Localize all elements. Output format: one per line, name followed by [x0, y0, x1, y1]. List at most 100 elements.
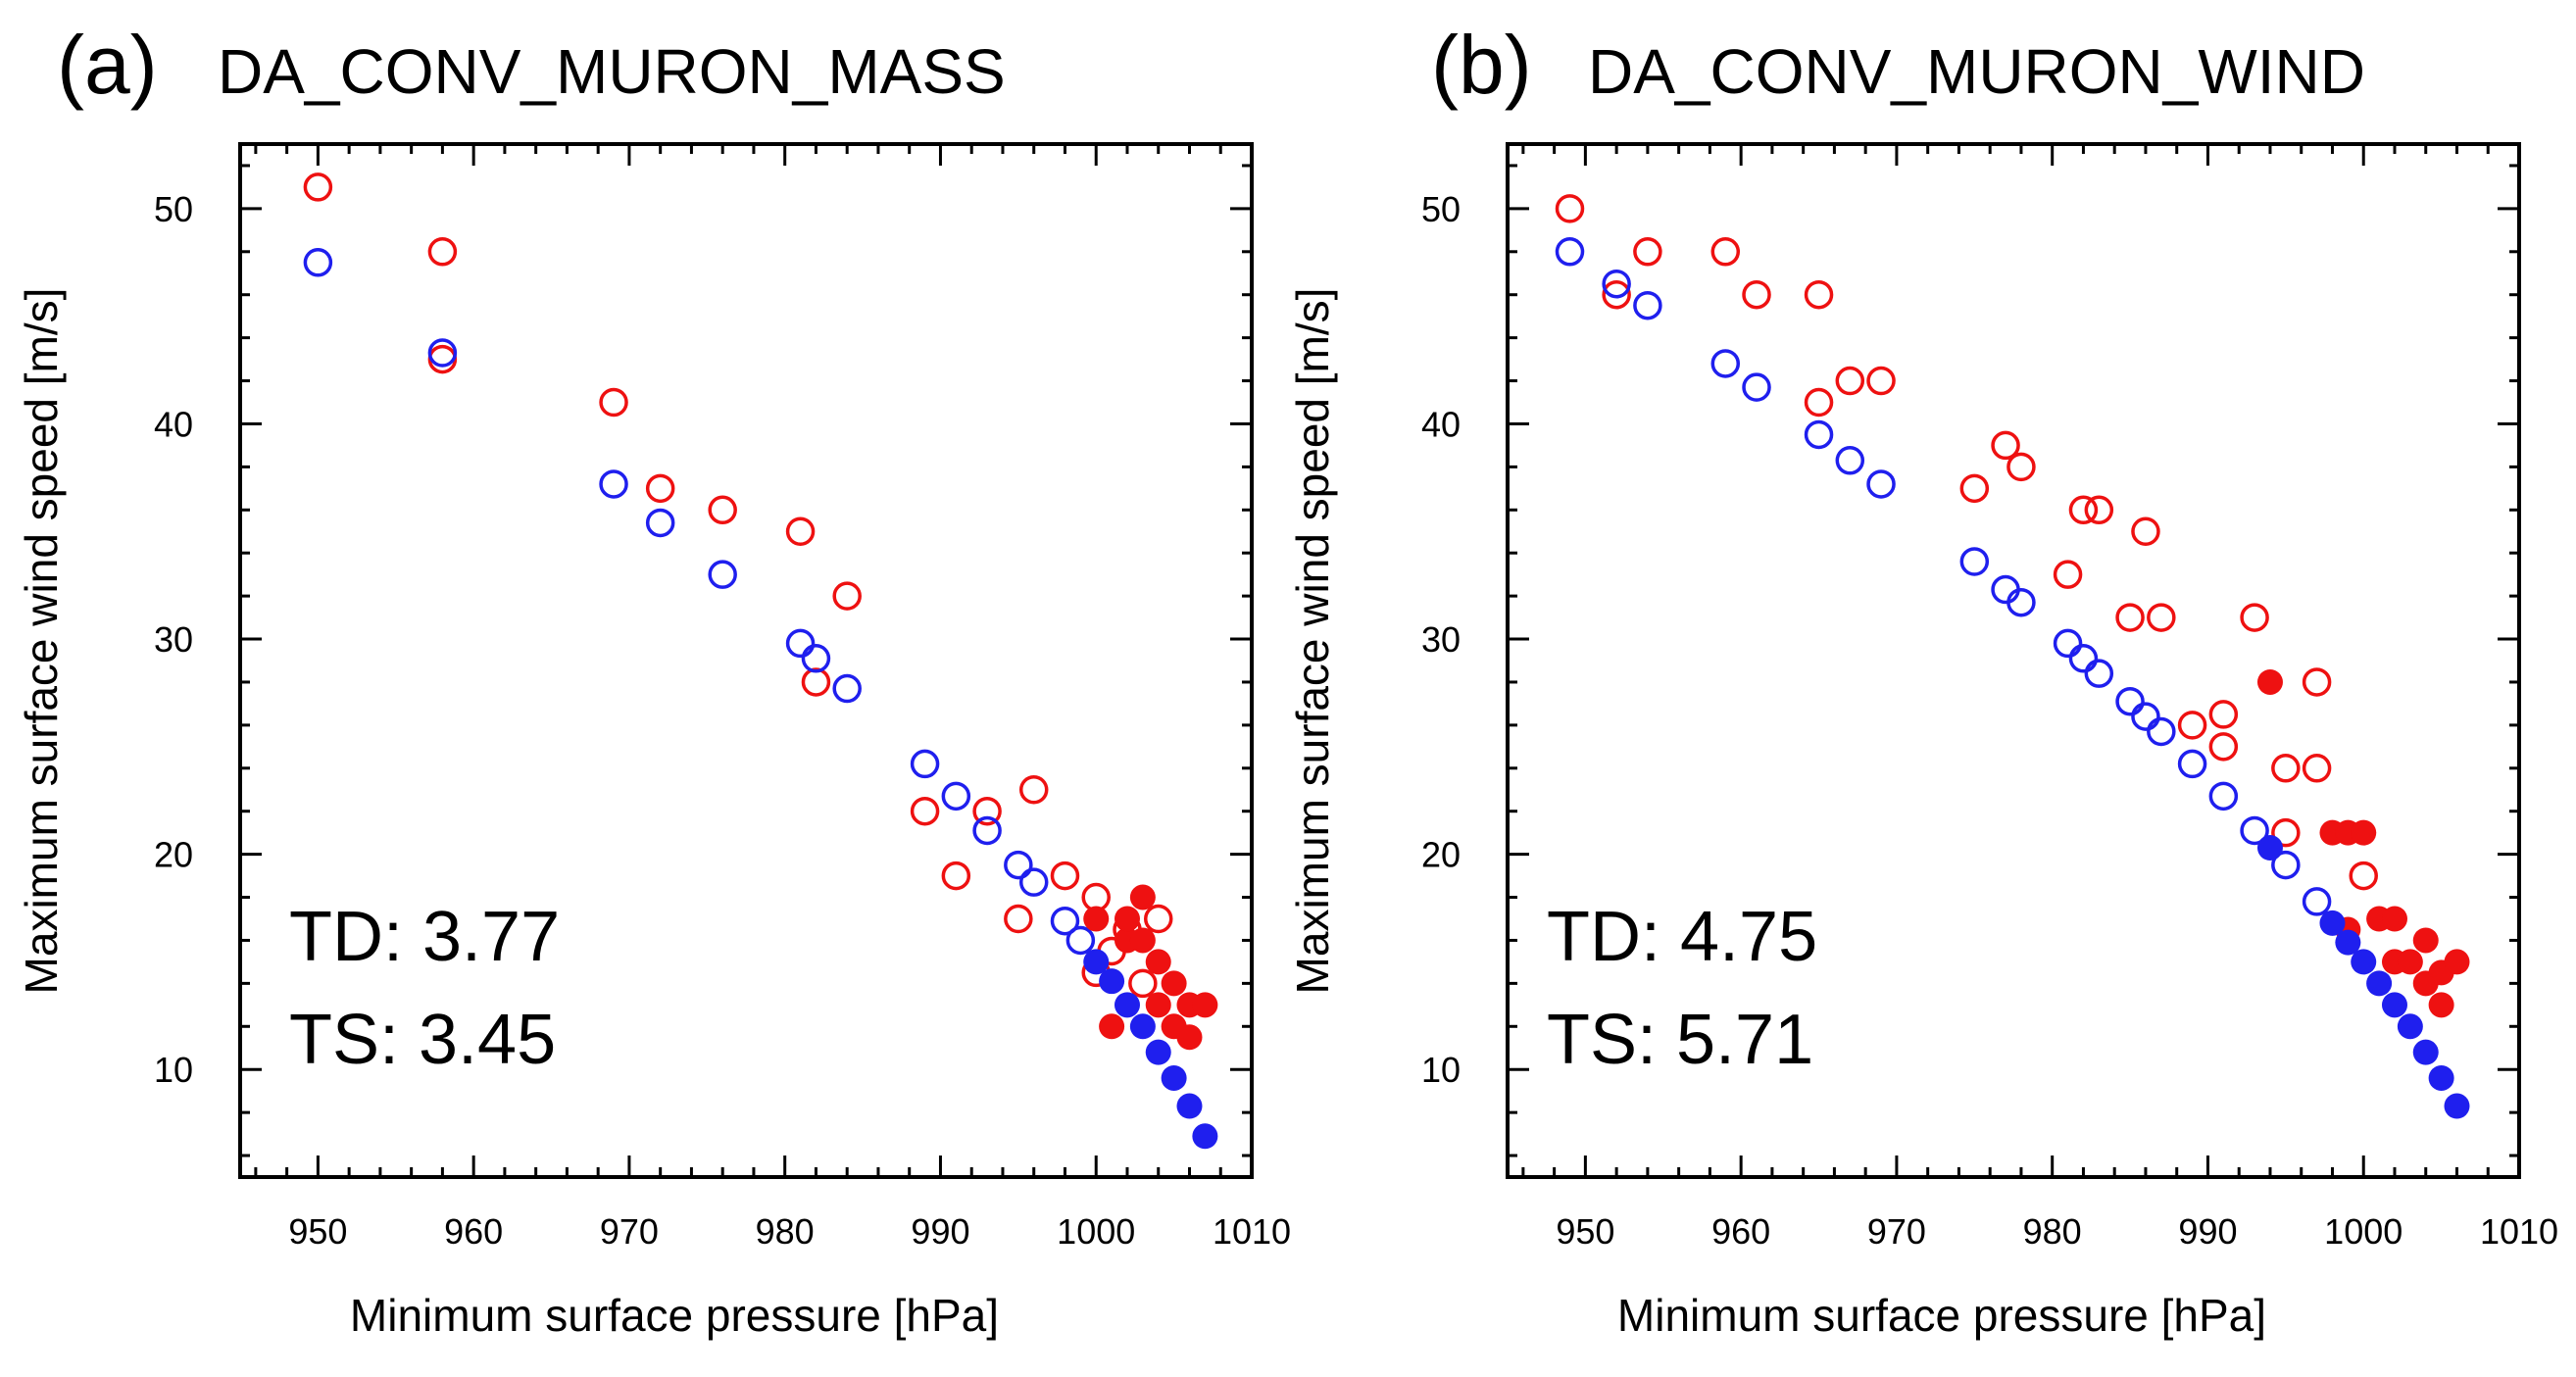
x-tick-label: 950	[288, 1211, 347, 1252]
y-tick-label: 40	[1421, 404, 1461, 444]
y-tick-label: 50	[154, 189, 193, 229]
data-point-red-open	[2271, 754, 2301, 783]
data-point-blue-open	[1065, 925, 1096, 956]
data-point-blue-open	[1633, 290, 1662, 320]
x-tick-label: 1010	[2480, 1211, 2558, 1252]
data-point-blue-open	[427, 338, 458, 368]
data-point-red-open	[1602, 279, 1631, 310]
data-point-red-open	[785, 516, 816, 546]
data-point-red-open	[1835, 366, 1865, 396]
data-point-blue-filled	[1192, 1123, 1218, 1150]
data-point-red-open	[2053, 560, 2083, 589]
data-point-blue-open	[1835, 446, 1865, 475]
data-point-red-open	[1004, 904, 1033, 934]
data-point-blue-filled	[1145, 1039, 1171, 1065]
data-point-blue-filled	[2444, 1093, 2470, 1119]
data-point-blue-filled	[1114, 992, 1140, 1018]
data-point-blue-open	[785, 628, 816, 659]
data-point-red-filled	[2397, 949, 2423, 975]
data-point-red-open	[2177, 711, 2207, 740]
data-point-red-open	[1143, 904, 1173, 934]
data-point-red-open	[2147, 603, 2176, 632]
x-axis-title-a: Minimum surface pressure [hPa]	[350, 1290, 999, 1341]
data-point-red-filled	[2351, 819, 2377, 846]
data-point-blue-open	[801, 644, 831, 673]
x-tick-label: 1010	[1213, 1211, 1291, 1252]
data-point-red-open	[801, 667, 831, 697]
panel-title-b: DA_CONV_MURON_WIND	[1588, 36, 2365, 107]
data-point-red-open	[1804, 279, 1834, 310]
data-point-blue-open	[599, 469, 628, 499]
data-point-red-open	[1555, 194, 1585, 223]
data-point-blue-filled	[1099, 968, 1125, 995]
y-tick-label: 30	[1421, 619, 1461, 660]
data-point-blue-open	[2240, 815, 2269, 846]
data-point-red-filled	[1145, 992, 1171, 1018]
data-point-blue-open	[2131, 702, 2160, 731]
data-point-blue-open	[2006, 587, 2036, 617]
data-points-b	[1555, 194, 2470, 1119]
y-tick-label: 30	[154, 619, 193, 660]
data-point-blue-open	[1742, 372, 1771, 402]
data-point-blue-filled	[2412, 1039, 2439, 1065]
y-tick-label: 50	[1421, 189, 1461, 229]
data-point-red-filled	[1129, 884, 1156, 910]
data-point-blue-open	[1555, 237, 1585, 267]
data-point-blue-filled	[1129, 1013, 1156, 1040]
data-point-blue-open	[941, 781, 971, 811]
data-point-blue-open	[645, 508, 675, 538]
data-point-red-open	[599, 387, 628, 418]
data-point-red-filled	[2381, 906, 2407, 932]
data-point-red-open	[1710, 237, 1741, 267]
data-point-red-open	[2271, 817, 2301, 848]
data-point-red-open	[1991, 430, 2020, 461]
data-point-blue-filled	[2256, 835, 2283, 861]
panel-title-a: DA_CONV_MURON_MASS	[218, 36, 1006, 107]
y-axis-title-b: Maximum surface wind speed [m/s]	[1287, 288, 1338, 995]
data-point-red-filled	[1176, 1024, 1203, 1051]
data-point-blue-open	[1959, 547, 1990, 576]
x-tick-label: 1000	[2324, 1211, 2403, 1252]
plot-frame-b	[1506, 142, 2521, 1179]
x-axis-title-b: Minimum surface pressure [hPa]	[1617, 1290, 2266, 1341]
data-point-blue-open	[2147, 716, 2176, 747]
x-tick-label: 990	[2178, 1211, 2237, 1252]
data-point-blue-filled	[1083, 949, 1110, 975]
data-point-red-filled	[1129, 927, 1156, 954]
data-point-blue-open	[303, 248, 333, 277]
data-point-red-open	[832, 581, 862, 611]
y-tick-label: 10	[1421, 1050, 1461, 1090]
data-point-red-filled	[1192, 992, 1218, 1018]
data-point-red-open	[910, 796, 940, 826]
ts-score-a: TS: 3.45	[289, 1001, 556, 1079]
data-point-red-open	[1866, 366, 1896, 396]
data-point-red-open	[2115, 603, 2145, 632]
data-point-blue-filled	[2366, 970, 2393, 997]
data-point-red-filled	[2444, 949, 2470, 975]
data-point-red-open	[2302, 754, 2332, 783]
data-point-red-open	[2131, 516, 2160, 546]
td-score-a: TD: 3.77	[289, 898, 560, 976]
data-point-blue-filled	[1176, 1093, 1203, 1119]
data-point-red-open	[1018, 775, 1049, 805]
data-point-blue-open	[2068, 644, 2099, 673]
data-point-blue-open	[2208, 781, 2239, 811]
data-point-red-open	[427, 237, 458, 267]
panel-letter-a: (a)	[57, 19, 158, 111]
data-point-red-open	[2208, 700, 2239, 729]
data-point-red-filled	[1114, 906, 1140, 932]
data-point-blue-open	[2271, 850, 2301, 880]
data-point-red-filled	[1145, 949, 1171, 975]
data-point-red-filled	[1099, 1013, 1125, 1040]
data-point-blue-open	[1018, 867, 1049, 897]
data-points-a	[303, 172, 1218, 1150]
data-point-red-open	[2006, 452, 2036, 482]
data-point-red-open	[2084, 495, 2114, 525]
data-point-blue-open	[972, 815, 1002, 846]
data-point-blue-open	[1804, 419, 1834, 450]
x-tick-label: 960	[1711, 1211, 1770, 1252]
data-point-red-open	[303, 172, 333, 202]
